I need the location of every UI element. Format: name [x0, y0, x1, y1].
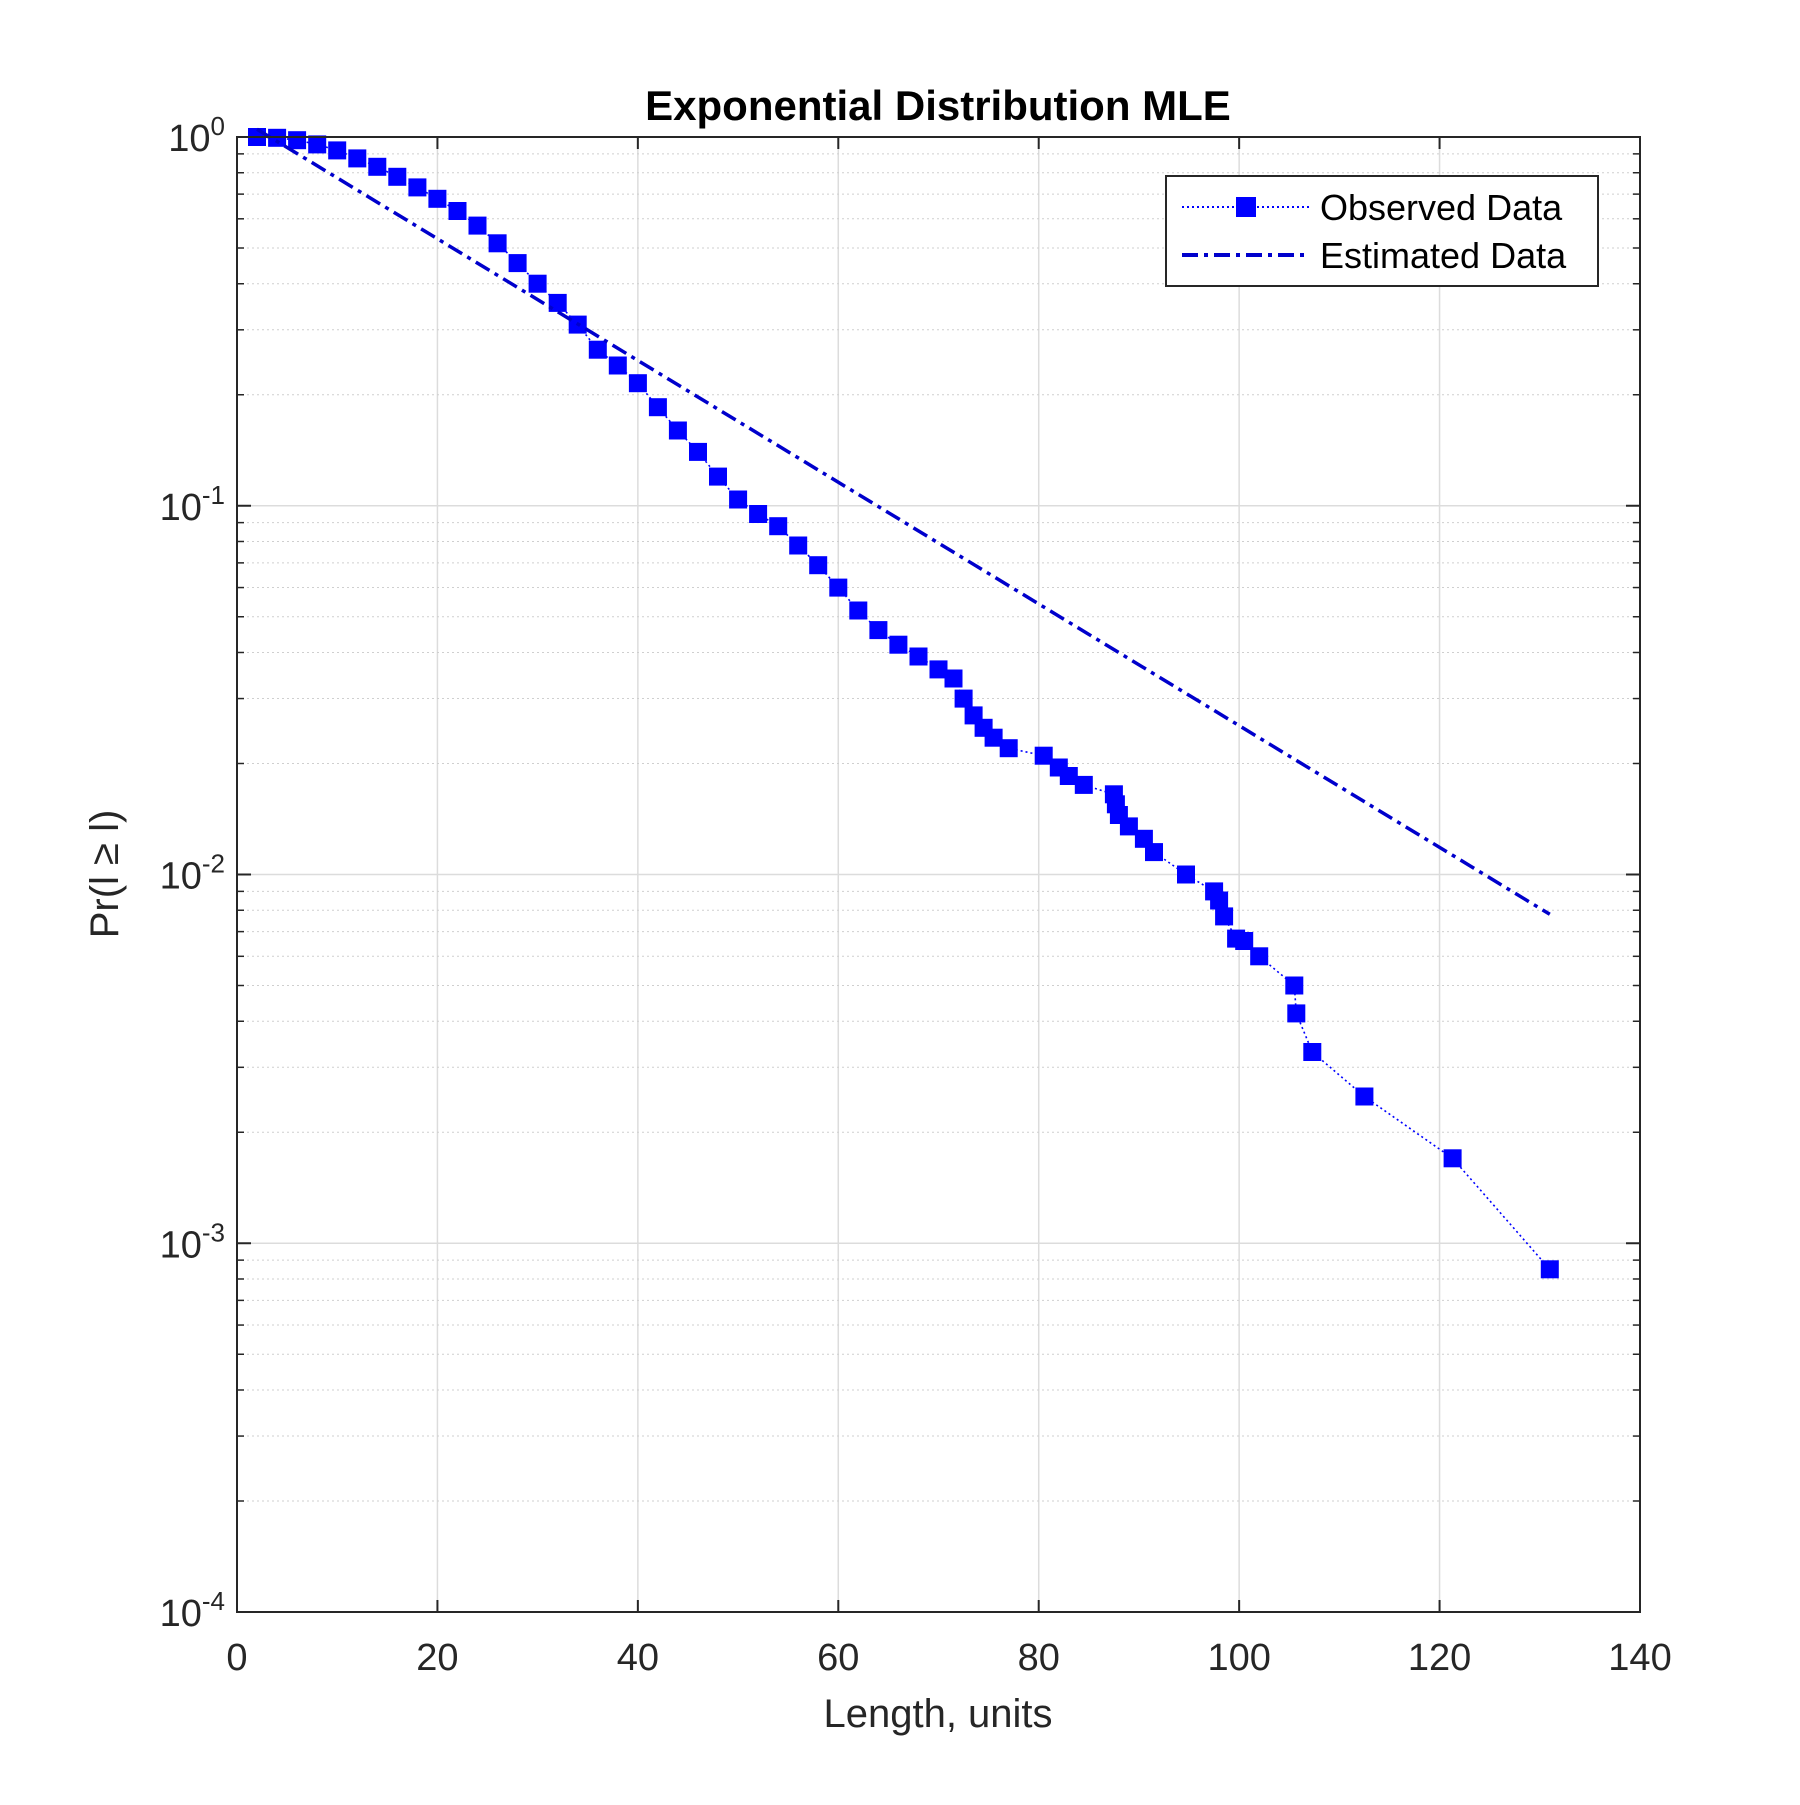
x-tick-label: 0 [226, 1637, 247, 1679]
x-tick-label: 120 [1408, 1637, 1471, 1679]
legend-estimated-label: Estimated Data [1320, 235, 1567, 276]
observed-data-point [909, 647, 928, 666]
x-tick-label: 80 [1018, 1637, 1060, 1679]
observed-data-point [388, 167, 407, 186]
y-tick-label: 10-2 [160, 849, 225, 898]
legend: Observed Data Estimated Data [1165, 175, 1599, 287]
observed-data-point [1215, 907, 1234, 926]
observed-data-point [1074, 775, 1093, 794]
x-tick-label: 20 [416, 1637, 458, 1679]
observed-data-point [749, 505, 768, 523]
y-tick-base: 10 [168, 118, 210, 160]
observed-data-point [288, 131, 307, 150]
observed-data-point [528, 274, 547, 293]
observed-data-point [984, 728, 1003, 747]
observed-data-point [608, 356, 627, 375]
observed-data-point [308, 135, 327, 154]
observed-data-point [729, 490, 748, 509]
observed-data-point [348, 149, 367, 168]
estimated-data-line [256, 127, 1551, 916]
observed-data-point [1059, 767, 1078, 785]
observed-data-point [1034, 746, 1053, 765]
observed-data-point [929, 660, 948, 679]
y-tick-exponent: 0 [211, 111, 225, 141]
observed-data-point [1210, 891, 1229, 910]
observed-data-point [428, 189, 447, 208]
observed-data-point [789, 536, 808, 555]
observed-data-point [1177, 865, 1195, 884]
observed-data-point [1355, 1087, 1374, 1106]
observed-data-point [954, 689, 973, 708]
y-tick-label: 10-3 [160, 1217, 225, 1266]
observed-data-point [1303, 1043, 1322, 1061]
x-tick-label: 100 [1207, 1637, 1270, 1679]
observed-data-point [328, 141, 347, 160]
observed-data-point [1443, 1149, 1462, 1168]
observed-data-point [689, 442, 707, 461]
observed-data-point [488, 234, 507, 253]
observed-data-point [1235, 932, 1254, 950]
observed-data-point [1145, 843, 1163, 862]
observed-data-point [468, 216, 487, 235]
y-tick-exponent: -3 [202, 1217, 225, 1247]
observed-data-point [1285, 976, 1304, 995]
series-layer [248, 127, 1559, 1279]
y-tick-exponent: -2 [202, 849, 225, 879]
y-tick-base: 10 [160, 1593, 202, 1635]
legend-box [1165, 175, 1599, 287]
observed-data-point [809, 556, 828, 575]
legend-observed-marker [1236, 197, 1256, 217]
x-tick-label: 140 [1608, 1637, 1671, 1679]
y-tick-label: 100 [168, 111, 225, 160]
observed-data-point [999, 739, 1018, 758]
x-axis-label: Length, units [823, 1692, 1052, 1736]
legend-observed-label: Observed Data [1320, 187, 1563, 228]
x-tick-label: 40 [617, 1637, 659, 1679]
y-tick-base: 10 [160, 487, 202, 529]
observed-data-point [368, 157, 387, 176]
observed-data-point [869, 621, 888, 640]
observed-data-point [829, 578, 848, 597]
observed-data-point [769, 517, 788, 536]
y-tick-exponent: -1 [202, 480, 225, 510]
chart-title: Exponential Distribution MLE [645, 82, 1231, 129]
observed-data-line [256, 136, 1551, 1270]
observed-data-point [448, 202, 467, 220]
y-tick-label: 10-4 [160, 1586, 225, 1635]
y-tick-base: 10 [160, 856, 202, 898]
observed-data-point [889, 635, 908, 654]
y-tick-base: 10 [160, 1224, 202, 1266]
observed-data-point [1250, 947, 1269, 966]
y-axis-label: Pr(l ≥ l) [83, 810, 127, 939]
observed-data-point [849, 601, 868, 620]
observed-data-point [668, 421, 687, 440]
observed-data-point [709, 467, 727, 486]
y-tick-label: 10-1 [160, 480, 225, 529]
observed-data-point [1119, 817, 1138, 836]
observed-data-point [628, 374, 647, 393]
observed-data-point [1287, 1004, 1306, 1023]
observed-data-point [508, 254, 527, 273]
observed-data-point [944, 669, 963, 688]
observed-data-point [1540, 1260, 1559, 1279]
observed-data-point [408, 178, 427, 197]
y-tick-exponent: -4 [202, 1586, 225, 1616]
x-tick-label: 60 [817, 1637, 859, 1679]
observed-data-point [648, 398, 667, 417]
observed-data-point [588, 340, 607, 359]
